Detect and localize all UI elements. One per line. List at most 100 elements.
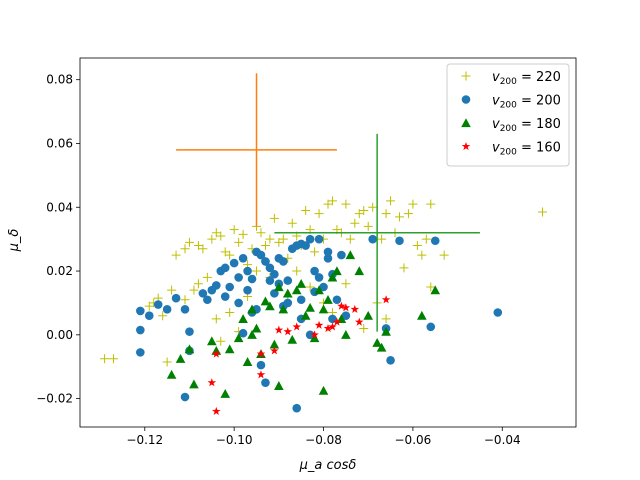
- data-point-plus: [314, 209, 324, 219]
- data-point-triangle: [430, 285, 441, 295]
- data-point-star: [274, 325, 284, 334]
- data-point-star: [207, 378, 217, 387]
- data-point-circle: [493, 308, 503, 317]
- data-point-circle: [203, 295, 212, 305]
- data-point-plus: [211, 314, 221, 324]
- x-tick-label: −0.10: [216, 433, 253, 447]
- data-point-plus: [238, 229, 248, 239]
- data-point-triangle: [305, 302, 315, 312]
- data-point-plus: [403, 209, 413, 219]
- data-point-plus: [301, 205, 311, 215]
- legend-label: v200 = 180: [492, 117, 561, 134]
- data-point-triangle: [363, 310, 374, 320]
- data-point-star: [212, 406, 221, 416]
- x-axis-label: μ_a cosδ: [299, 458, 357, 473]
- data-point-triangle: [300, 310, 311, 320]
- data-point-plus: [225, 308, 235, 318]
- legend-label-base: v: [492, 117, 500, 132]
- y-tick-label: 0.08: [46, 73, 73, 87]
- data-point-triangle: [175, 353, 186, 363]
- data-point-plus: [180, 295, 190, 305]
- data-point-triangle: [323, 294, 333, 304]
- data-point-triangle: [260, 296, 271, 306]
- data-point-plus: [292, 266, 302, 276]
- data-point-plus: [184, 237, 194, 247]
- y-tick-label: 0.00: [46, 328, 73, 342]
- data-point-triangle: [332, 266, 342, 276]
- data-point-circle: [265, 276, 275, 285]
- data-point-circle: [296, 295, 306, 305]
- data-point-star: [314, 320, 324, 329]
- data-point-circle: [234, 273, 243, 282]
- legend-label-subscript: 200: [500, 101, 517, 111]
- data-point-triangle: [220, 389, 231, 398]
- data-point-star: [283, 327, 293, 336]
- data-point-circle: [180, 392, 190, 402]
- data-point-circle: [301, 241, 310, 250]
- data-point-plus: [363, 221, 373, 231]
- data-point-triangle: [274, 282, 284, 292]
- axes: −0.12 −0.10 −0.08 −0.06 −0.04 −0.02 0.00 0.02 0.…: [36, 57, 577, 447]
- data-point-triangle: [341, 330, 351, 339]
- data-point-triangle: [354, 266, 365, 276]
- data-point-plus: [421, 234, 431, 244]
- data-point-circle: [234, 298, 243, 308]
- data-point-star: [332, 317, 342, 326]
- legend-label-subscript: 200: [500, 124, 517, 134]
- data-point-triangle: [327, 272, 338, 282]
- data-point-circle: [220, 263, 230, 273]
- data-point-plus: [100, 354, 110, 364]
- data-point-star: [310, 330, 319, 339]
- data-point-plus: [225, 250, 235, 260]
- x-tick-label: −0.08: [305, 433, 342, 447]
- data-point-triangle: [242, 357, 253, 367]
- data-point-plus: [537, 207, 547, 217]
- data-point-plus: [359, 205, 369, 215]
- data-point-circle: [225, 282, 234, 292]
- data-point-star: [212, 349, 221, 358]
- data-point-circle: [229, 258, 239, 268]
- data-point-plus: [109, 354, 119, 364]
- data-point-plus: [252, 266, 262, 276]
- data-point-star: [256, 370, 266, 379]
- data-point-plus: [394, 212, 404, 222]
- data-point-circle: [341, 311, 351, 320]
- legend-label: v200 = 200: [492, 94, 561, 111]
- data-point-circle: [430, 236, 440, 246]
- data-point-triangle: [381, 326, 391, 336]
- legend-label-subscript: 200: [500, 77, 517, 87]
- data-point-circle: [185, 327, 194, 336]
- data-point-circle: [332, 295, 342, 305]
- y-tick-label: 0.04: [46, 200, 73, 214]
- data-point-circle: [261, 378, 270, 387]
- data-point-triangle: [251, 323, 262, 333]
- data-point-circle: [368, 234, 377, 244]
- y-axis-label: μ_δ: [7, 229, 22, 253]
- data-point-plus: [216, 231, 226, 241]
- data-point-triangle: [372, 338, 382, 347]
- data-point-circle: [292, 403, 302, 413]
- data-point-circle: [314, 273, 324, 282]
- legend-label-value: = 220: [517, 70, 561, 85]
- data-point-circle: [180, 305, 190, 314]
- data-point-plus: [377, 234, 387, 244]
- data-point-triangle: [265, 301, 275, 311]
- data-point-triangle: [274, 381, 284, 390]
- data-point-circle: [243, 285, 252, 295]
- data-point-plus: [167, 285, 177, 295]
- data-point-plus: [144, 301, 154, 311]
- data-point-circle: [270, 289, 279, 298]
- legend-marker-star: [461, 142, 471, 151]
- legend-label-subscript: 200: [500, 148, 517, 158]
- legend-label-value: = 160: [517, 141, 561, 156]
- data-point-triangle: [224, 344, 235, 354]
- data-point-plus: [305, 282, 315, 292]
- data-point-plus: [180, 244, 190, 254]
- data-point-plus: [269, 213, 279, 223]
- data-point-triangle: [238, 314, 248, 323]
- data-point-plus: [278, 234, 288, 244]
- data-point-circle: [256, 360, 266, 370]
- data-point-circle: [310, 266, 319, 276]
- data-point-circle: [261, 257, 270, 266]
